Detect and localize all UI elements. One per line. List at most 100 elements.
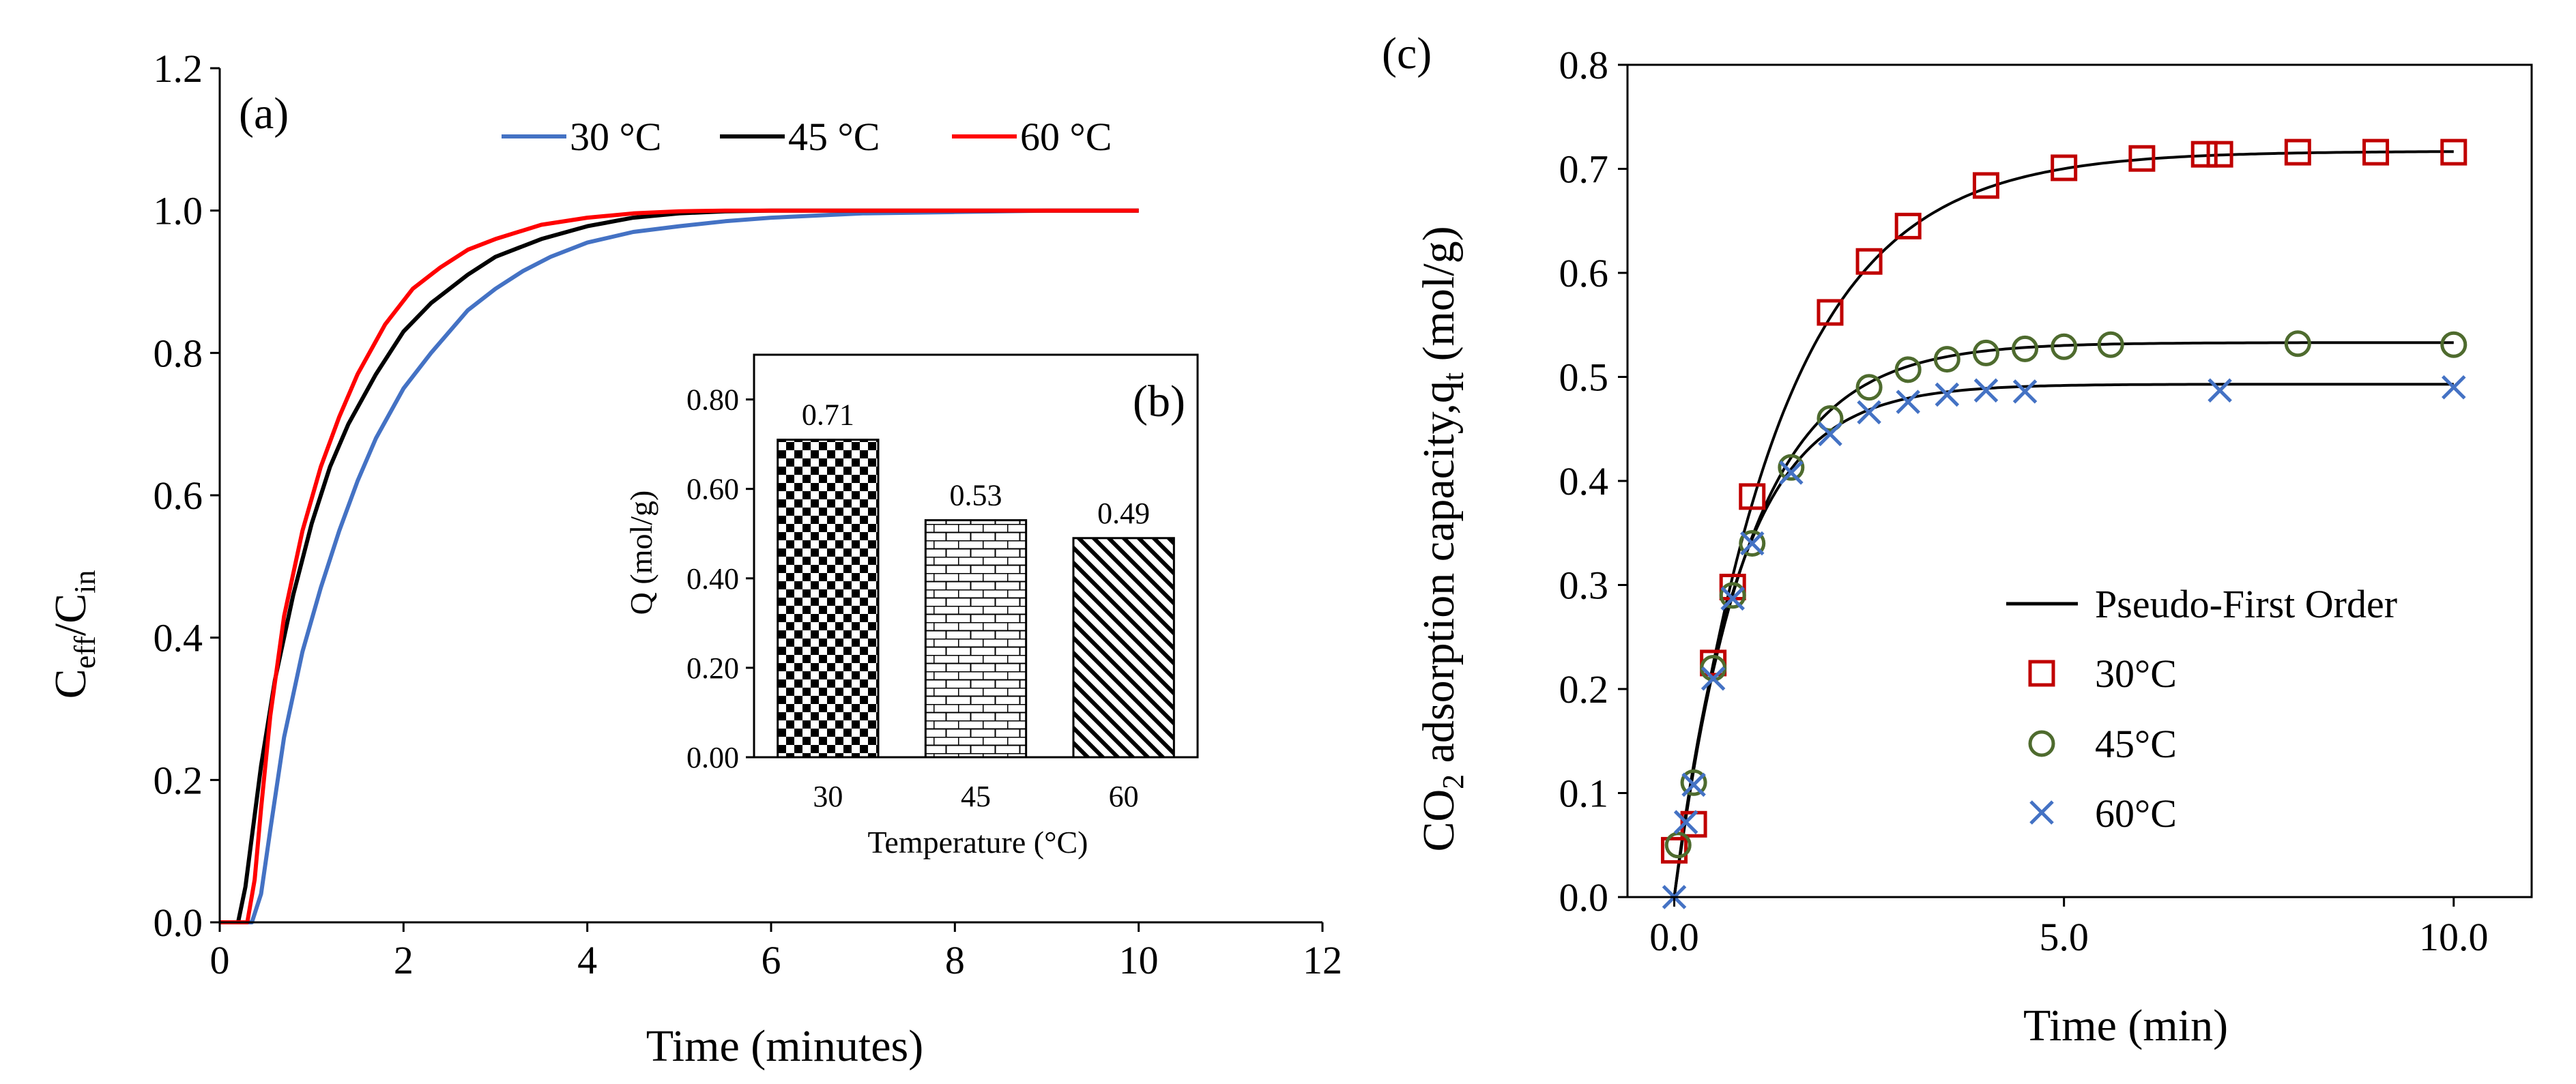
panel-c-marker-45°C — [1664, 832, 1692, 859]
panel-b-value-label: 0.53 — [950, 479, 1002, 512]
panel-c-marker-30°C — [2128, 145, 2156, 172]
panel-a-x-tick-label: 2 — [394, 938, 414, 982]
panel-b-x-axis-title: Temperature (°C) — [868, 825, 1088, 860]
panel-b-y-tick-label: 0.60 — [686, 473, 739, 506]
panel-c-tick-labels: 0.0 5.0 10.0 0.0 0.1 0.2 0.3 0.4 0.5 0.6 0.7 0.8 — [1559, 43, 2489, 959]
panel-c-marker-30°C — [1739, 483, 1766, 510]
panel-c-y-tick-label: 0.3 — [1559, 563, 1609, 608]
panel-b-bars — [777, 439, 1175, 759]
panel-c-fit-curve-2 — [1673, 383, 2454, 898]
panel-c-marker-45°C — [1933, 346, 1960, 373]
panel-c-y-tick-label: 0.5 — [1559, 355, 1609, 400]
panel-c-y-tick-label: 0.7 — [1559, 147, 1609, 192]
panel-c-marker-45°C — [1739, 530, 1766, 557]
panel-c-marker-30°C — [2051, 154, 2078, 181]
panel-b-y-tick-label: 0.20 — [686, 651, 739, 685]
legend-label-60: 60 °C — [1020, 115, 1112, 159]
panel-c-marker-60°C — [1935, 382, 1960, 407]
panel-a-series-lines — [220, 208, 1139, 924]
panel-b-bar-45 — [924, 519, 1028, 759]
panel-a-y-axis-title: Ceff/Cin — [46, 570, 102, 699]
panel-c-marker-45°C — [2440, 331, 2468, 358]
panel-c-y-tick-label: 0.8 — [1559, 43, 1609, 87]
panel-c-marker-30°C — [2190, 141, 2218, 168]
panel-a-label: (a) — [239, 89, 289, 138]
panel-c-fit-curve-0 — [1673, 150, 2454, 898]
panel-c-marker-45°C — [1680, 769, 1707, 796]
legend-label-30: 30 °C — [570, 115, 661, 159]
panel-a-y-tick-label: 0.2 — [154, 758, 203, 802]
panel-c-y-tick-label: 0.4 — [1559, 459, 1609, 503]
panel-c-marker-60°C — [2012, 379, 2038, 404]
panel-c-axes — [1618, 63, 2533, 907]
panel-b-value-label: 0.49 — [1097, 497, 1150, 530]
panel-a-tick-labels: 0 2 4 6 8 10 12 0.0 0.2 0.4 0.6 0.8 1.0 1.2 — [154, 46, 1343, 982]
panel-c-marker-45°C — [2097, 331, 2124, 358]
panel-a-y-tick-label: 1.2 — [154, 46, 203, 91]
panel-c-marker-45°C — [1719, 582, 1746, 609]
panel-a-x-tick-label: 8 — [945, 938, 965, 982]
panel-c-marker-60°C — [1681, 772, 1706, 797]
panel-c-marker-60°C — [1973, 378, 1999, 403]
panel-c-marker-30°C — [1817, 299, 1844, 326]
panel-c-marker-30°C — [1661, 836, 1688, 864]
panel-c-y-tick-label: 0.0 — [1559, 875, 1609, 920]
panel-c-marker-45°C — [1972, 339, 1999, 366]
panel-c-marker-60°C — [2208, 378, 2232, 403]
panel-c-marker-30°C — [1855, 248, 1883, 275]
panel-c-marker-30°C — [2440, 138, 2468, 166]
panel-c-marker-45°C — [1778, 454, 1805, 481]
panel-c-frame — [1626, 63, 2533, 898]
panel-b-y-tick-label: 0.40 — [686, 562, 739, 596]
panel-a-y-tick-label: 0.4 — [154, 616, 203, 660]
panel-c-y-tick-label: 0.2 — [1559, 667, 1609, 712]
panel-c-x-axis-title: Time (min) — [2023, 1001, 2228, 1051]
panel-a-x-tick-label: 0 — [210, 938, 230, 982]
legend-marker-60 — [2029, 800, 2054, 825]
panel-c-marker-60°C — [1818, 422, 1842, 447]
panel-c-marker-30°C — [2206, 141, 2233, 168]
panel-c-marker-60°C — [1720, 586, 1745, 611]
panel-c-marker-60°C — [1673, 810, 1698, 834]
panel-c-y-tick-label: 0.6 — [1559, 251, 1609, 295]
panel-c-fit-curve-1 — [1673, 341, 2454, 898]
legend-label-45c: 45°C — [2095, 722, 2177, 766]
panel-a-axes — [210, 67, 1324, 932]
panel-c: (c) 0.0 5.0 10.00.00.10.20.30.40.50.60.70.… — [1382, 29, 2533, 1051]
panel-b-bar-60 — [1072, 537, 1175, 759]
panel-b-tick-labels: 30 45 60 0.00 0.20 0.40 0.60 0.80 — [686, 383, 1139, 813]
panel-a-x-tick-label: 12 — [1303, 938, 1342, 982]
panel-a-y-tick-label: 1.0 — [154, 189, 203, 233]
panel-c-marker-30°C — [1894, 212, 1922, 239]
panel-c-marker-60°C — [1857, 400, 1881, 425]
panel-c-x-tick-label: 10.0 — [2419, 915, 2489, 959]
panel-b-category-label: 60 — [1109, 780, 1139, 813]
panel-c-marker-60°C — [2442, 375, 2466, 400]
panel-b-y-tick-label: 0.00 — [686, 741, 739, 774]
panel-a-series-line-2 — [220, 208, 1139, 924]
panel-b-y-tick-label: 0.80 — [686, 383, 739, 417]
legend-label-60c: 60°C — [2095, 791, 2177, 836]
panel-c-marker-45°C — [1855, 374, 1883, 401]
panel-c-marker-30°C — [2284, 138, 2311, 166]
panel-a-x-tick-label: 4 — [577, 938, 597, 982]
panel-a-legend: 30 °C 45 °C 60 °C — [502, 115, 1112, 159]
panel-c-label: (c) — [1382, 29, 1432, 78]
legend-label-45: 45 °C — [788, 115, 880, 159]
panel-c-x-tick-label: 5.0 — [2039, 915, 2089, 959]
panel-a: 0 2 4 6 8 10 12 0.0 0.2 0.4 0.6 0.8 1.0 1.2 (a) Time … — [46, 46, 1342, 1071]
legend-marker-45 — [2028, 730, 2055, 757]
panel-b-bar-30 — [777, 439, 880, 759]
panel-c-marker-30°C — [1972, 172, 1999, 199]
panel-c-marker-45°C — [1817, 405, 1844, 432]
legend-label-30c: 30°C — [2095, 651, 2177, 696]
panel-b-inset: 30 45 600.000.200.400.600.80 0.710.530.49 … — [624, 353, 1199, 860]
panel-a-x-axis-title: Time (minutes) — [646, 1021, 923, 1071]
panel-c-marker-60°C — [1896, 390, 1920, 414]
legend-marker-30 — [2028, 660, 2055, 687]
panel-c-marker-45°C — [2284, 330, 2311, 357]
panel-c-marker-45°C — [2051, 333, 2078, 360]
panel-c-y-tick-label: 0.1 — [1559, 772, 1609, 816]
panel-c-fit-curves — [1673, 150, 2454, 898]
